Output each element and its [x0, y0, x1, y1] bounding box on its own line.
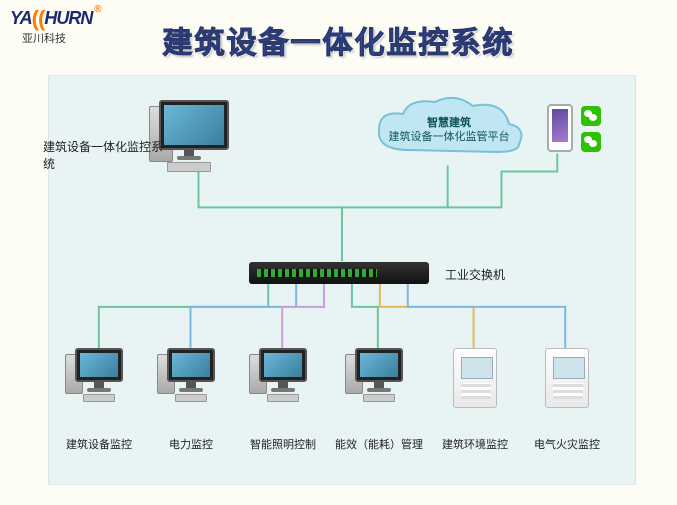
- station-label: 能效（能耗）管理: [334, 436, 424, 452]
- diagram-panel: 建筑设备一体化监控系统 智慧建筑 建筑设备一体化监管平台 工业交换机 建筑设备监…: [48, 75, 636, 485]
- wall-panel-device: [545, 348, 589, 408]
- station-label: 建筑环境监控: [430, 436, 520, 452]
- workstation-pc: [161, 348, 221, 402]
- wall-panel-device: [453, 348, 497, 408]
- wechat-icon: [581, 106, 601, 126]
- station-label: 电力监控: [146, 436, 236, 452]
- station-label: 智能照明控制: [238, 436, 328, 452]
- page-title: 建筑设备一体化监控系统: [0, 18, 677, 62]
- workstation-pc: [69, 348, 129, 402]
- wechat-icon: [581, 132, 601, 152]
- cloud-line1: 智慧建筑: [427, 116, 471, 130]
- switch-label: 工业交换机: [445, 266, 505, 283]
- workstation-pc: [253, 348, 313, 402]
- workstation-pc: [349, 348, 409, 402]
- cloud-line2: 建筑设备一体化监管平台: [389, 130, 510, 144]
- server-label: 建筑设备一体化监控系统: [43, 138, 173, 172]
- station-label: 电气火灾监控: [522, 436, 612, 452]
- station-label: 建筑设备监控: [54, 436, 144, 452]
- mobile-phone-icon: [547, 104, 573, 152]
- industrial-switch: [249, 262, 429, 284]
- cloud-platform: 智慧建筑 建筑设备一体化监管平台: [369, 94, 529, 166]
